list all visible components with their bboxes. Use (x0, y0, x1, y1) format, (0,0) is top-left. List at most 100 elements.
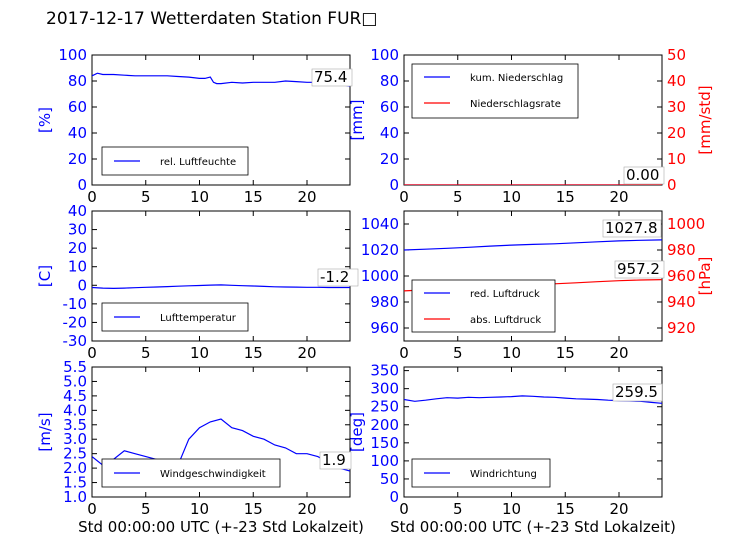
temperature-ytick-label: 10 (68, 258, 87, 276)
humidity-xtick-label: 0 (87, 188, 97, 206)
temperature-xtick-label: 20 (297, 344, 316, 362)
windspeed-axes-frame (91, 366, 351, 498)
winddirection-xtick-label: 10 (502, 500, 521, 518)
windspeed-ytick-label: 5.0 (63, 372, 87, 390)
precipitation-ytick-label: 100 (370, 46, 399, 64)
precipitation-ytick-label: 20 (380, 150, 399, 168)
windspeed-series-line (92, 418, 350, 472)
humidity-ylabel: [%] (36, 107, 54, 133)
temperature-ytick-label: -10 (63, 295, 88, 313)
precipitation-legend: kum. Niederschlag Niederschlagsrate (411, 63, 579, 119)
winddirection-current-value-box (612, 383, 663, 402)
temperature-xtick-label: 0 (87, 344, 97, 362)
windspeed-legend: Windgeschwindigkeit (101, 458, 281, 488)
precipitation-current-value-box (623, 166, 665, 185)
pressure-current-value-box (614, 260, 665, 279)
pressure-ytick-label: 1020 (361, 241, 399, 259)
temperature-xtick-label: 10 (190, 344, 209, 362)
windspeed-current-value-text: 1.9 (322, 451, 346, 469)
humidity-xtick-label: 10 (190, 188, 209, 206)
windspeed-legend-label: Windgeschwindigkeit (160, 469, 266, 480)
precipitation-xtick-label: 15 (556, 188, 575, 206)
humidity-legend-label: rel. Luftfeuchte (160, 157, 236, 168)
humidity-panel: 0 5 10 15 20 0 20 40 60 80 100 [%] 75.4 rel. Luftfeuc… (36, 46, 353, 206)
windspeed-ylabel: [m/s] (36, 412, 54, 451)
figure-title: 2017-12-17 Wetterdaten Station FUR□ (46, 9, 378, 29)
humidity-ytick-label: 60 (68, 98, 87, 116)
temperature-xtick-label: 15 (244, 344, 263, 362)
windspeed-ytick-label: 1.0 (63, 488, 87, 506)
pressure-legend-label: abs. Luftdruck (470, 315, 541, 326)
windspeed-ytick-label: 2.5 (63, 445, 87, 463)
humidity-xtick-label: 20 (297, 188, 316, 206)
pressure-xtick-label: 10 (502, 344, 521, 362)
pressure-xtick-label: 5 (453, 344, 463, 362)
pressure-legend-label: red. Luftdruck (470, 289, 540, 300)
pressure-xtick-label: 0 (399, 344, 409, 362)
pressure-ytick-label: 960 (370, 319, 399, 337)
winddirection-ytick-label: 300 (370, 380, 399, 398)
pressure-current-value: 1027.8 (602, 219, 662, 238)
precipitation-legend-label: Niederschlagsrate (470, 99, 561, 110)
precipitation-legend-box (411, 63, 579, 119)
windspeed-xlabel: Std 00:00:00 UTC (+-23 Std Lokalzeit) (78, 518, 364, 536)
precipitation-ytick2-label: 10 (667, 150, 686, 168)
windspeed-ytick-label: 2.0 (63, 459, 87, 477)
windspeed-ytick-label: 1.5 (63, 474, 87, 492)
pressure-ytick2-label: 1000 (667, 215, 705, 233)
precipitation-ylabel2: [mm/std] (696, 85, 714, 154)
pressure-xtick-label: 20 (609, 344, 628, 362)
precipitation-ytick-label: 40 (380, 124, 399, 142)
humidity-ytick-label: 0 (77, 176, 87, 194)
windspeed-current-value: 1.9 (319, 451, 352, 470)
windspeed-ytick-label: 4.0 (63, 401, 87, 419)
precipitation-ytick-label: 80 (380, 72, 399, 90)
humidity-ytick-label: 80 (68, 72, 87, 90)
precipitation-ytick2-label: 40 (667, 72, 686, 90)
winddirection-ytick-label: 0 (389, 488, 399, 506)
winddirection-xtick-label: 15 (556, 500, 575, 518)
winddirection-xlabel: Std 00:00:00 UTC (+-23 Std Lokalzeit) (390, 518, 676, 536)
temperature-ytick-label: -30 (63, 332, 88, 350)
winddirection-axes-frame (403, 366, 663, 498)
precipitation-current-value-text: 0.00 (626, 166, 659, 184)
precipitation-xtick-label: 0 (399, 188, 409, 206)
temperature-current-value-box (317, 268, 359, 287)
precipitation-current-value: 0.00 (623, 166, 665, 185)
winddirection-ytick-label: 50 (380, 470, 399, 488)
precipitation-ytick-label: 60 (380, 98, 399, 116)
precipitation-panel: 0 5 10 15 20 0 20 40 60 80 100 0 10 20 30 40 50 [mm] [mm/s… (348, 46, 714, 206)
winddirection-xtick-label: 0 (399, 500, 409, 518)
pressure-current-value-text: 957.2 (617, 260, 660, 278)
temperature-current-value: -1.2 (317, 268, 359, 287)
windspeed-xtick-label: 0 (87, 500, 97, 518)
windspeed-xtick-label: 20 (297, 500, 316, 518)
windspeed-ytick-label: 4.5 (63, 387, 87, 405)
temperature-ytick-label: 20 (68, 239, 87, 257)
winddirection-ytick-label: 150 (370, 434, 399, 452)
precipitation-ytick-label: 0 (389, 176, 399, 194)
winddirection-current-value: 259.5 (612, 383, 663, 402)
precipitation-ytick2-label: 50 (667, 46, 686, 64)
pressure-current-value-text: 1027.8 (605, 219, 658, 237)
precipitation-ytick2-label: 20 (667, 124, 686, 142)
winddirection-ylabel: [deg] (348, 412, 366, 452)
precipitation-xtick-label: 10 (502, 188, 521, 206)
humidity-ytick-label: 20 (68, 150, 87, 168)
pressure-ytick-label: 1040 (361, 215, 399, 233)
pressure-current-value: 957.2 (614, 260, 665, 279)
humidity-current-value: 75.4 (311, 68, 353, 87)
humidity-current-value-text: 75.4 (314, 68, 347, 86)
pressure-ytick2-label: 960 (667, 267, 696, 285)
temperature-legend: Lufttemperatur (101, 302, 249, 332)
humidity-series-line (92, 72, 350, 87)
temperature-ytick-label: 0 (77, 276, 87, 294)
temperature-ytick-label: 40 (68, 202, 87, 220)
temperature-ytick-label: 30 (68, 221, 87, 239)
winddirection-legend: Windrichtung (411, 458, 551, 488)
temperature-legend-label: Lufttemperatur (160, 313, 237, 324)
winddirection-ytick-label: 350 (370, 362, 399, 380)
